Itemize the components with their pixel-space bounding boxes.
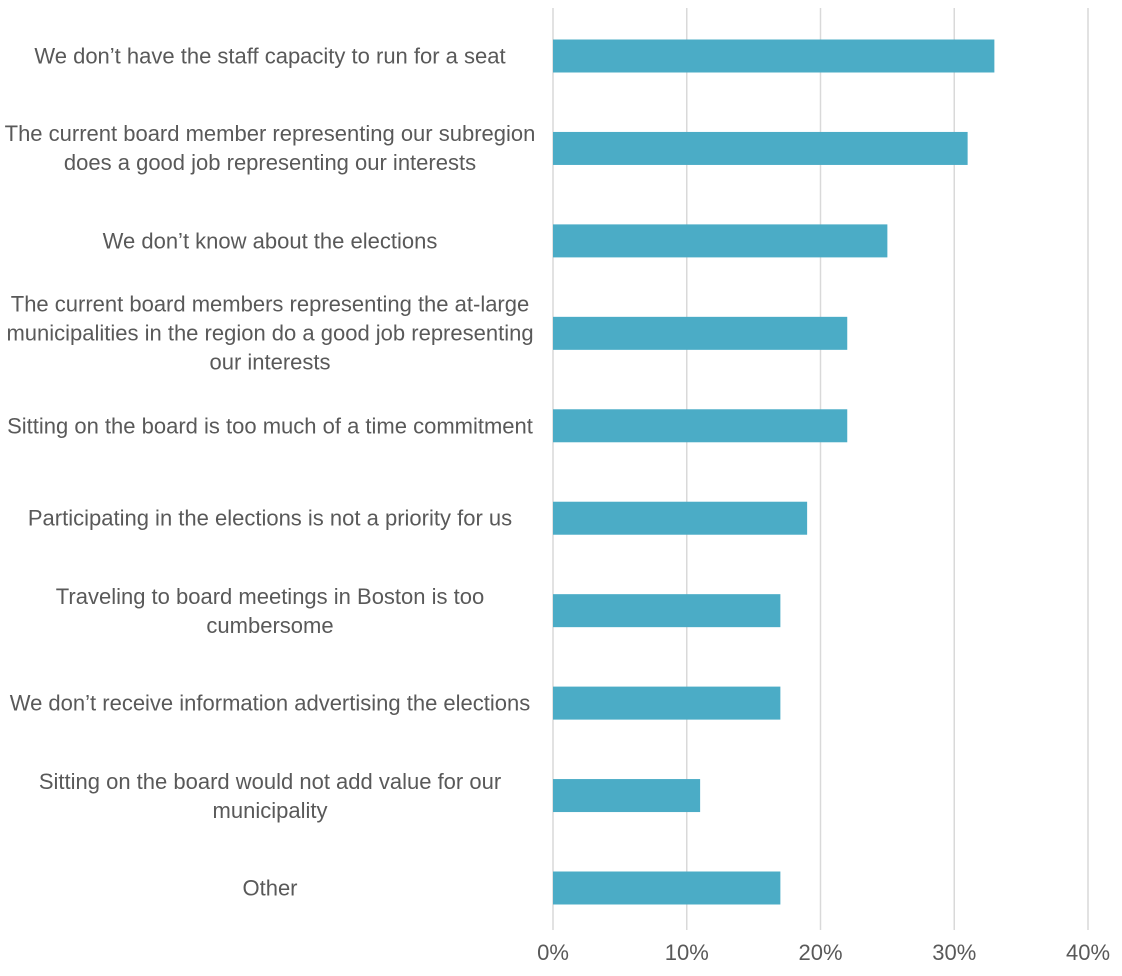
y-tick-label: Participating in the elections is not a … <box>27 505 513 531</box>
y-tick-label: We don’t receive information advertising… <box>9 690 531 716</box>
x-tick-label: 20% <box>798 940 843 965</box>
y-tick-label: We don’t know about the elections <box>102 228 438 254</box>
y-tick-label: Other <box>242 875 298 901</box>
bar <box>553 501 808 535</box>
bar <box>553 131 968 165</box>
x-tick-label: 40% <box>1065 940 1111 965</box>
bar <box>553 779 701 813</box>
x-tick-label: 10% <box>664 940 709 965</box>
bar <box>553 409 848 443</box>
bar <box>553 686 781 720</box>
y-tick-label: Sitting on the board would not add value… <box>38 768 502 823</box>
bar <box>553 871 781 905</box>
x-tick-label: 30% <box>932 940 977 965</box>
y-tick-label: We don’t have the staff capacity to run … <box>34 43 506 69</box>
x-tick-label: 0% <box>537 940 569 965</box>
bar <box>553 39 995 73</box>
bar <box>553 594 781 628</box>
y-tick-label: Traveling to board meetings in Boston is… <box>55 583 485 638</box>
bar <box>553 316 848 350</box>
bar <box>553 224 888 258</box>
y-tick-label: Sitting on the board is too much of a ti… <box>7 413 533 439</box>
y-tick-label: The current board member representing ou… <box>4 121 536 176</box>
y-tick-label: The current board members representing t… <box>6 291 534 375</box>
